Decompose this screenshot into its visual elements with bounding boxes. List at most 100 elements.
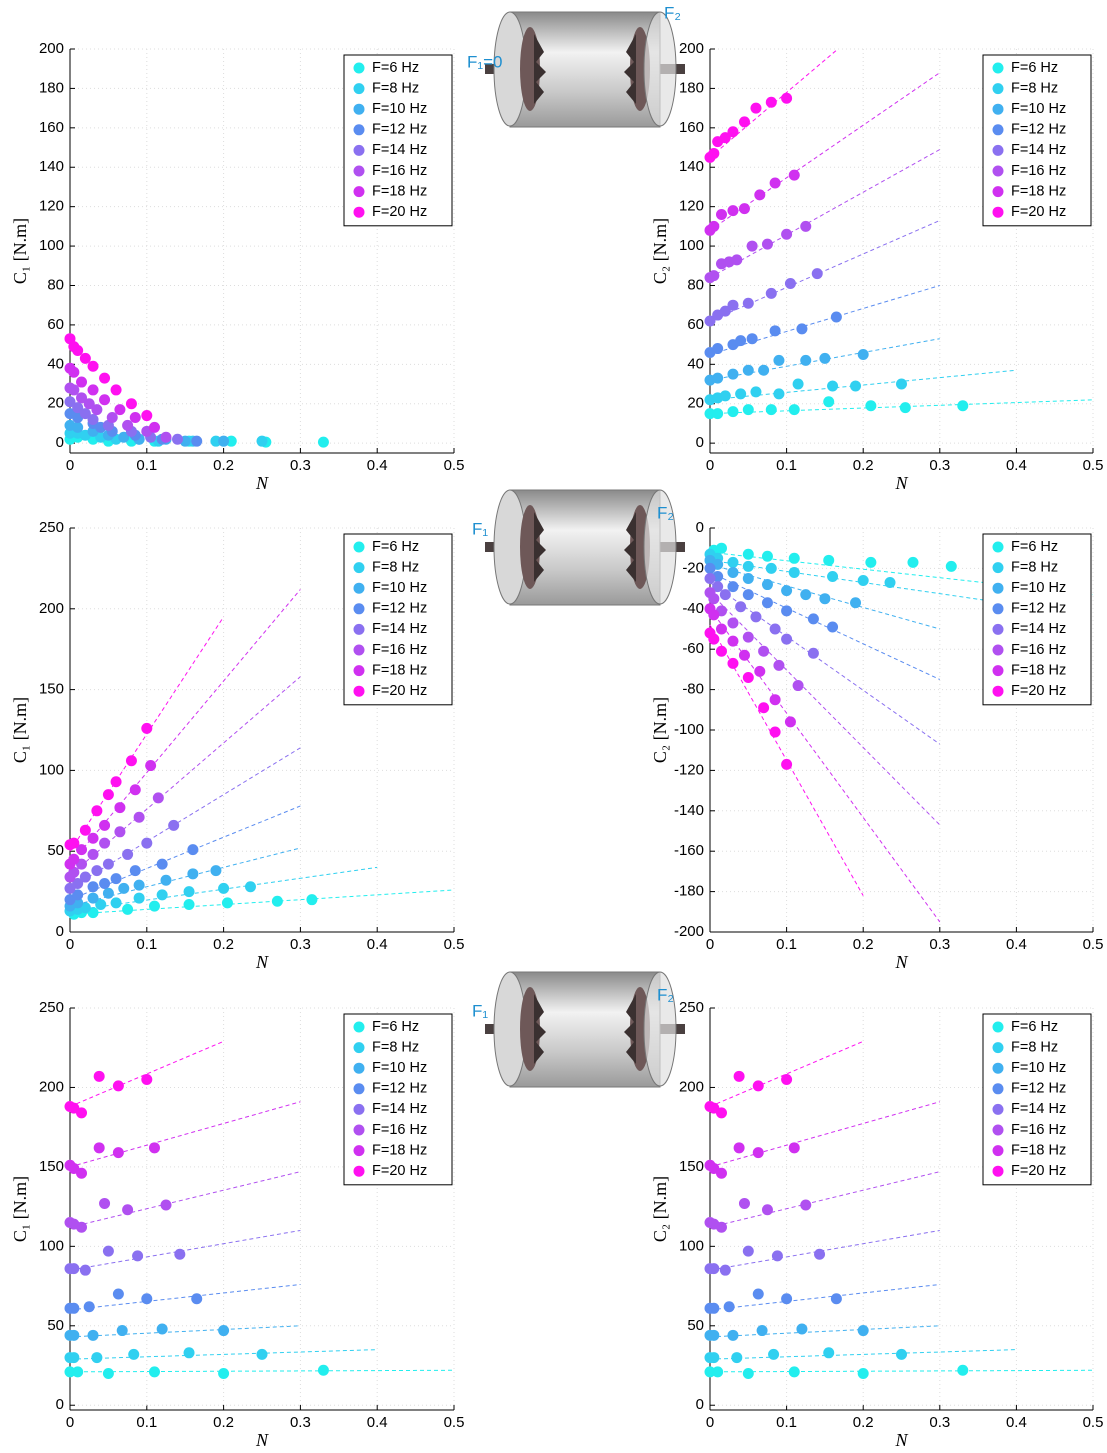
legend-label: F=16 Hz [372,163,427,179]
point [761,579,773,591]
legend-label: F=8 Hz [1011,559,1058,575]
legend-marker [353,124,365,136]
legend-marker [992,1124,1004,1136]
point [896,1348,907,1360]
point [752,1080,764,1092]
point [110,384,122,396]
point [112,1080,124,1092]
point [83,398,95,410]
point [87,413,99,425]
point [712,581,724,593]
legend-label: F=14 Hz [1011,142,1066,158]
point [758,702,770,714]
y-tick-label: 40 [687,355,704,372]
y-tick-label: 200 [679,1078,704,1095]
point [800,589,812,601]
point [765,96,777,108]
point [857,1367,869,1379]
y-tick-label: 80 [687,276,704,293]
y-tick-label: -140 [674,802,704,819]
legend-marker [992,1083,1004,1095]
point [727,126,739,138]
fit-line [709,1101,940,1168]
y-tick-label: 200 [679,40,704,57]
point [827,570,839,582]
point [133,879,145,891]
point [93,1142,105,1154]
point [91,404,103,416]
legend-marker [992,1021,1004,1033]
point [715,623,727,635]
legend-label: F=12 Hz [1011,601,1066,617]
legend-label: F=14 Hz [372,142,427,158]
point [141,1293,153,1305]
legend-label: F=8 Hz [1011,80,1058,96]
point [156,858,168,870]
point [114,404,126,416]
point [807,613,819,625]
fit-line [69,1283,301,1311]
y-tick-label: 160 [679,119,704,136]
point [788,169,800,181]
point [758,645,770,657]
legend-marker [992,124,1004,136]
point [800,354,812,366]
point [811,268,823,280]
point [708,593,720,605]
x-tick-label: 0.3 [929,936,950,953]
legend-label: F=10 Hz [372,101,427,117]
point [773,354,785,366]
y-axis-label: C₁ [N.m] [10,697,30,763]
fit-line [709,1283,940,1311]
legend-marker [353,103,365,115]
point [79,824,91,836]
legend-marker [353,1165,365,1177]
legend-box [982,54,1092,227]
point [122,903,134,915]
point [814,1248,826,1260]
y-tick-label: 150 [39,1158,64,1175]
legend-box [343,533,453,706]
point [819,352,831,364]
x-tick-label: 0.2 [853,936,874,953]
point [742,364,754,376]
point [727,657,739,669]
point [708,1352,720,1364]
fit-line [69,1101,301,1168]
fit-line [709,551,1094,596]
legend-label: F=20 Hz [1011,204,1066,220]
point [761,1204,773,1216]
point [256,435,268,447]
legend-label: F=18 Hz [372,183,427,199]
y-tick-label: 200 [39,1078,64,1095]
fit-line [69,889,455,915]
point [87,881,99,893]
point [742,560,754,572]
y-tick-label: 150 [39,681,64,698]
point [76,1167,88,1179]
point [145,760,157,772]
point [79,1264,91,1276]
point [95,899,107,911]
diagram-label: F₁ [472,1001,488,1020]
point [133,892,145,904]
y-tick-label: -80 [682,681,704,698]
legend-label: F=6 Hz [372,60,419,76]
point [306,894,318,906]
legend-label: F=8 Hz [372,559,419,575]
legend-label: F=18 Hz [372,662,427,678]
fit-line [69,1229,301,1271]
point [742,671,754,683]
legend-marker [992,562,1004,574]
point [125,398,137,410]
point [704,562,716,574]
point [708,270,720,282]
legend-label: F=20 Hz [1011,683,1066,699]
legend-marker [992,62,1004,74]
legend-marker [353,623,365,635]
point [148,1142,160,1154]
point [746,240,758,252]
legend-label: F=6 Hz [372,539,419,555]
legend-label: F=10 Hz [372,1060,427,1076]
point [87,360,99,372]
